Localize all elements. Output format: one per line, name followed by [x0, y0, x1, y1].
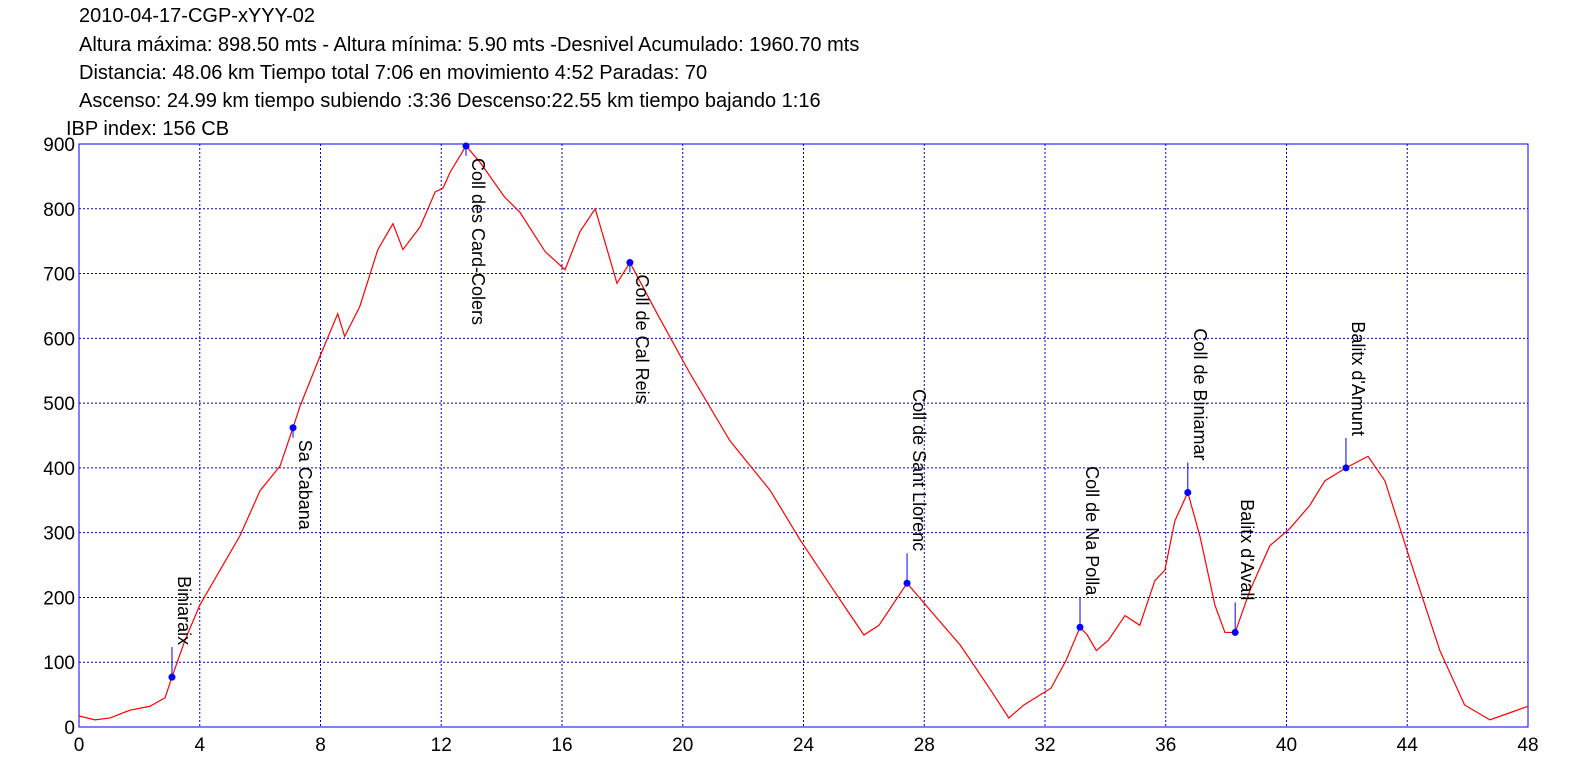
y-tick-label: 300 — [43, 524, 75, 545]
subtitle: Distancia: 48.06 km Tiempo total 7:06 en… — [79, 62, 707, 84]
y-tick-label: 100 — [43, 653, 75, 674]
y-tick-label: 200 — [43, 588, 75, 609]
plot-border — [78, 143, 1529, 728]
x-tick-label: 0 — [74, 735, 85, 756]
x-tick-label: 48 — [1517, 735, 1538, 756]
x-tick-label: 20 — [672, 735, 693, 756]
waypoint-label: Coll de Sant Llorenc — [909, 389, 929, 551]
waypoint-label: Balitx d'Amunt — [1348, 321, 1368, 436]
waypoint-label: Sa Cabana — [295, 440, 315, 531]
x-tick-label: 40 — [1276, 735, 1297, 756]
x-tick-label: 16 — [551, 735, 572, 756]
x-tick-label: 44 — [1397, 735, 1419, 756]
subtitle: Altura máxima: 898.50 mts - Altura mínim… — [79, 34, 859, 56]
waypoint — [1076, 623, 1084, 631]
y-tick-label: 0 — [64, 718, 75, 739]
x-tick-label: 24 — [793, 735, 815, 756]
waypoint-label: Coll de Na Polla — [1082, 466, 1102, 596]
x-tick-label: 8 — [315, 735, 326, 756]
waypoint-label: Coll des Card-Colers — [468, 158, 488, 325]
x-tick-label: 4 — [194, 735, 205, 756]
waypoint-label: Coll de Biniamar — [1190, 328, 1210, 460]
y-tick-label: 700 — [43, 265, 75, 286]
waypoint — [626, 259, 634, 267]
y-tick-label: 800 — [43, 200, 75, 221]
y-tick-label: 600 — [43, 329, 75, 350]
waypoint — [168, 673, 176, 681]
y-tick-label: 900 — [43, 135, 75, 156]
x-tick-label: 32 — [1034, 735, 1055, 756]
waypoint-label: Biniaraix — [174, 576, 194, 645]
waypoint — [462, 142, 470, 150]
x-tick-label: 28 — [914, 735, 935, 756]
subtitle: Ascenso: 24.99 km tiempo subiendo :3:36 … — [79, 90, 821, 112]
y-tick-label: 500 — [43, 394, 75, 415]
waypoint — [289, 424, 297, 432]
y-tick-label: 400 — [43, 459, 75, 480]
waypoint — [1231, 628, 1239, 636]
waypoint-label: Coll de Cal Reis — [632, 275, 652, 404]
x-tick-label: 12 — [431, 735, 452, 756]
waypoint — [1184, 489, 1192, 497]
chart-title: 2010-04-17-CGP-xYYY-02 — [79, 5, 315, 27]
elevation-line — [78, 144, 1529, 721]
waypoint-label: Balitx d'Avall — [1237, 499, 1257, 600]
waypoint — [1342, 464, 1350, 472]
subtitle: IBP index: 156 CB — [66, 118, 229, 140]
waypoint — [903, 579, 911, 587]
x-tick-label: 36 — [1155, 735, 1176, 756]
